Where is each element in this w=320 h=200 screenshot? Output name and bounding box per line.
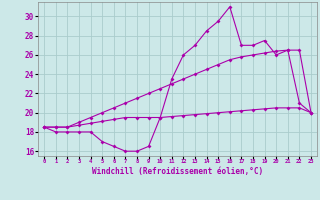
- X-axis label: Windchill (Refroidissement éolien,°C): Windchill (Refroidissement éolien,°C): [92, 167, 263, 176]
